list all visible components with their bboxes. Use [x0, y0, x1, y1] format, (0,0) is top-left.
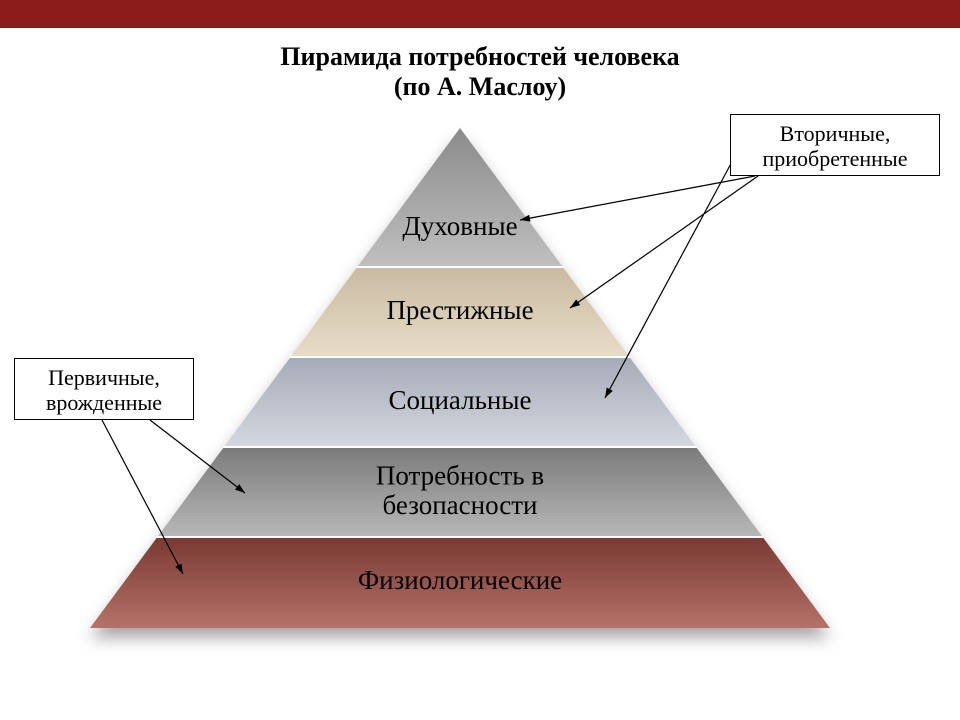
pyramid-label-safety-1: Потребность в: [376, 460, 544, 490]
pyramid-label-social: Социальные: [389, 385, 532, 415]
pyramid-label-prestige: Престижные: [386, 295, 533, 325]
callout-primary-line1: Первичные,: [25, 365, 183, 390]
callout-primary: Первичные, врожденные: [14, 358, 194, 420]
diagram-stage: Духовные Престижные Социальные Потребность …: [0, 108, 960, 714]
callout-secondary-line2: приобретенные: [741, 146, 929, 171]
pyramid-label-spiritual: Духовные: [402, 211, 517, 241]
pyramid-label-physiological: Физиологические: [358, 565, 562, 595]
title-line-2: (по А. Маслоу): [0, 72, 960, 102]
title-line-1: Пирамида потребностей человека: [0, 42, 960, 72]
pyramid-label-safety-2: безопасности: [383, 490, 538, 520]
callout-secondary: Вторичные, приобретенные: [730, 114, 940, 176]
pyramid-level-spiritual: [356, 128, 563, 268]
slide-top-bar: [0, 0, 960, 28]
callout-secondary-line1: Вторичные,: [741, 121, 929, 146]
slide-title: Пирамида потребностей человека (по А. Ма…: [0, 42, 960, 102]
callout-primary-line2: врожденные: [25, 390, 183, 415]
